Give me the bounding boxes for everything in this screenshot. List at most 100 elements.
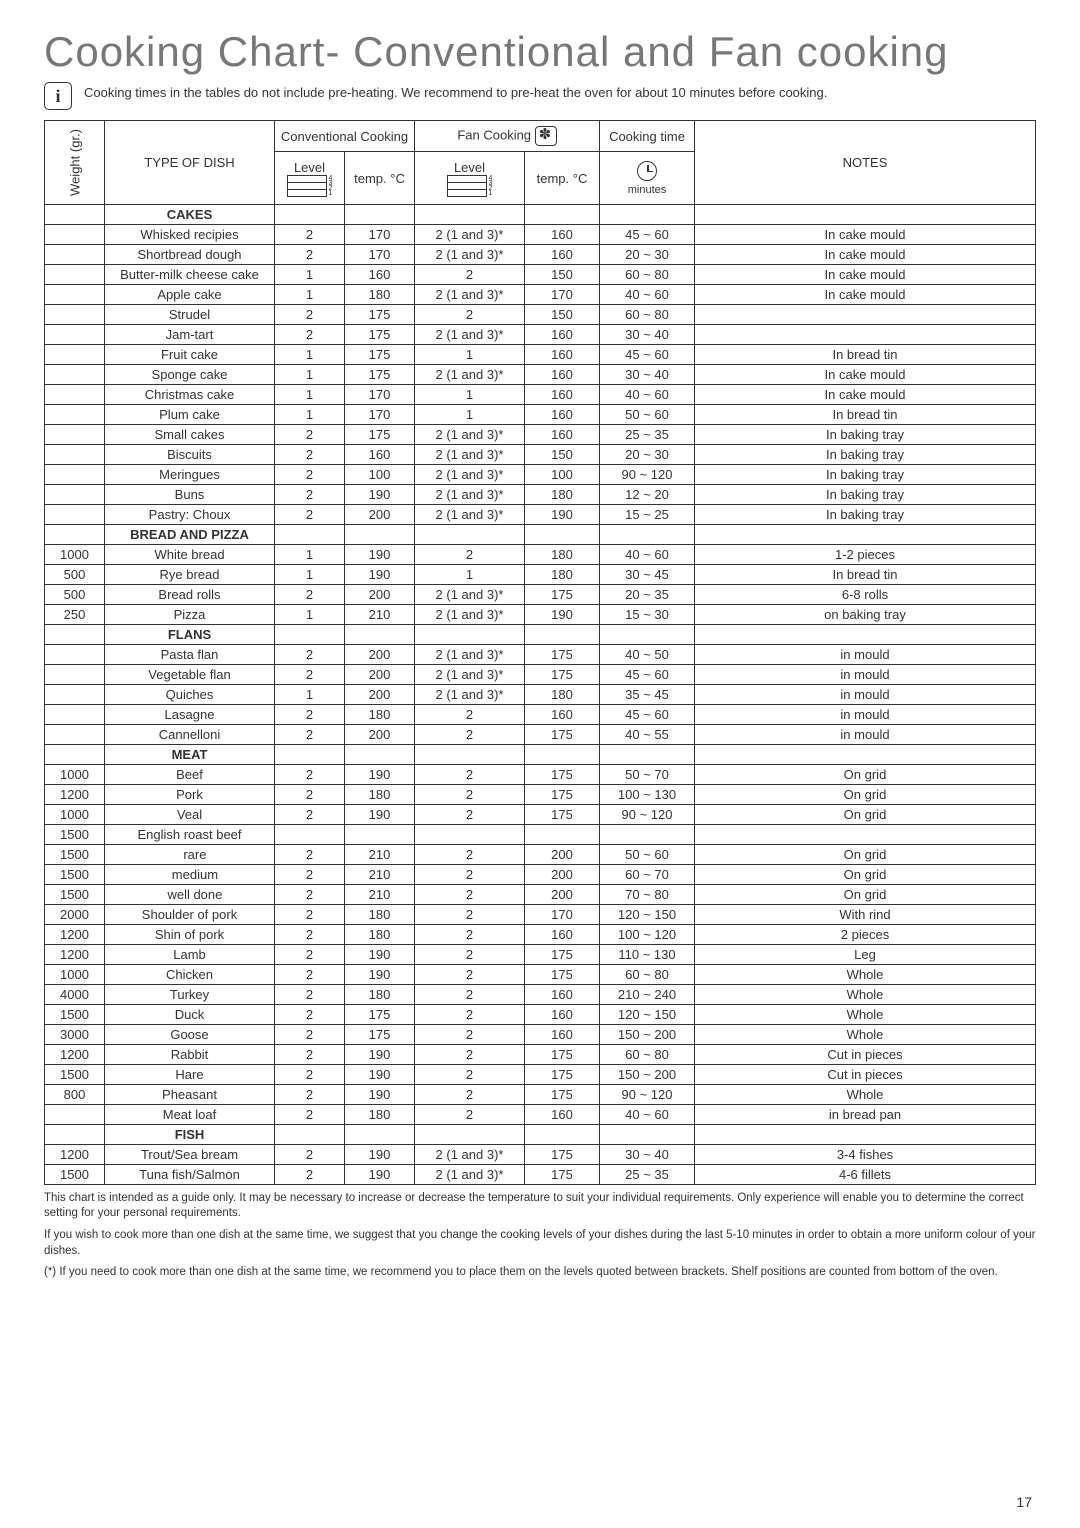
cell-dish: Pasta flan	[105, 644, 275, 664]
cell-time: 20 ~ 35	[600, 584, 695, 604]
cell-notes	[695, 824, 1036, 844]
cell-weight	[45, 484, 105, 504]
cell-fan-temp: 175	[525, 784, 600, 804]
oven-level-icon	[447, 175, 487, 197]
cell-dish: Strudel	[105, 304, 275, 324]
cell-conv-temp: 200	[345, 504, 415, 524]
cell-fan-temp: 160	[525, 324, 600, 344]
cell-dish: Meat loaf	[105, 1104, 275, 1124]
cell-conv-level: 2	[275, 584, 345, 604]
cell-fan-temp: 175	[525, 1144, 600, 1164]
cell-fan-temp: 150	[525, 444, 600, 464]
cell-fan-temp: 160	[525, 344, 600, 364]
cell-notes: On grid	[695, 764, 1036, 784]
cell-notes: 2 pieces	[695, 924, 1036, 944]
cell-fan-temp: 150	[525, 304, 600, 324]
table-row: Shortbread dough21702 (1 and 3)*16020 ~ …	[45, 244, 1036, 264]
cell-fan-temp: 175	[525, 724, 600, 744]
cell-fan-temp: 200	[525, 844, 600, 864]
cell-conv-temp: 180	[345, 924, 415, 944]
cell-time: 100 ~ 120	[600, 924, 695, 944]
section-title: MEAT	[105, 744, 275, 764]
cell-notes	[695, 304, 1036, 324]
cell-time: 20 ~ 30	[600, 444, 695, 464]
cell-conv-level: 1	[275, 284, 345, 304]
cell-conv-temp: 180	[345, 784, 415, 804]
cell-time: 35 ~ 45	[600, 684, 695, 704]
cell-time: 25 ~ 35	[600, 1164, 695, 1184]
cell-notes: 3-4 fishes	[695, 1144, 1036, 1164]
col-fan: Fan Cooking	[415, 121, 600, 152]
cell-notes: in mould	[695, 684, 1036, 704]
cell-notes: in bread pan	[695, 1104, 1036, 1124]
cell-fan-level: 2 (1 and 3)*	[415, 1144, 525, 1164]
cell-dish: Goose	[105, 1024, 275, 1044]
cell-conv-level: 2	[275, 1084, 345, 1104]
table-row: 800Pheasant2190217590 ~ 120Whole	[45, 1084, 1036, 1104]
cell-time: 20 ~ 30	[600, 244, 695, 264]
cell-time: 110 ~ 130	[600, 944, 695, 964]
cell-conv-temp: 190	[345, 1164, 415, 1184]
cell-time: 30 ~ 40	[600, 324, 695, 344]
cell-dish: Fruit cake	[105, 344, 275, 364]
cell-weight: 1200	[45, 784, 105, 804]
cell-time: 40 ~ 60	[600, 284, 695, 304]
cell-conv-level: 2	[275, 1164, 345, 1184]
cell-conv-temp: 175	[345, 304, 415, 324]
cell-fan-temp: 170	[525, 284, 600, 304]
cell-fan-temp: 200	[525, 884, 600, 904]
cell-conv-temp: 190	[345, 564, 415, 584]
cell-notes: On grid	[695, 804, 1036, 824]
cell-weight: 3000	[45, 1024, 105, 1044]
cell-fan-level	[415, 824, 525, 844]
cell-fan-level: 2	[415, 304, 525, 324]
cell-conv-temp: 100	[345, 464, 415, 484]
cell-fan-temp: 175	[525, 1164, 600, 1184]
table-row: Pasta flan22002 (1 and 3)*17540 ~ 50in m…	[45, 644, 1036, 664]
table-row: Jam-tart21752 (1 and 3)*16030 ~ 40	[45, 324, 1036, 344]
cell-conv-level: 2	[275, 884, 345, 904]
cell-fan-temp: 175	[525, 664, 600, 684]
cell-conv-temp: 200	[345, 584, 415, 604]
table-row: Butter-milk cheese cake1160215060 ~ 80In…	[45, 264, 1036, 284]
cell-dish: Shortbread dough	[105, 244, 275, 264]
cell-notes: In bread tin	[695, 404, 1036, 424]
cell-notes: 1-2 pieces	[695, 544, 1036, 564]
cell-conv-level: 2	[275, 1064, 345, 1084]
cell-fan-level: 2	[415, 844, 525, 864]
cell-fan-level: 2	[415, 264, 525, 284]
cell-conv-level: 1	[275, 364, 345, 384]
cell-conv-temp: 210	[345, 604, 415, 624]
cell-notes: On grid	[695, 844, 1036, 864]
cell-time: 45 ~ 60	[600, 344, 695, 364]
cell-conv-level: 2	[275, 324, 345, 344]
cell-fan-temp: 175	[525, 1044, 600, 1064]
cell-fan-level: 2 (1 and 3)*	[415, 664, 525, 684]
table-row: 1000White bread1190218040 ~ 601-2 pieces	[45, 544, 1036, 564]
cell-notes: On grid	[695, 884, 1036, 904]
cell-weight: 1200	[45, 1144, 105, 1164]
cell-fan-temp: 175	[525, 1084, 600, 1104]
cell-time: 40 ~ 60	[600, 1104, 695, 1124]
cell-dish: rare	[105, 844, 275, 864]
cell-notes: In cake mould	[695, 364, 1036, 384]
table-row: 4000Turkey21802160210 ~ 240Whole	[45, 984, 1036, 1004]
page-number: 17	[1016, 1494, 1032, 1510]
cell-time: 90 ~ 120	[600, 804, 695, 824]
cell-conv-level: 2	[275, 844, 345, 864]
cell-weight: 1500	[45, 1004, 105, 1024]
cell-notes: In baking tray	[695, 464, 1036, 484]
cell-fan-level: 2 (1 and 3)*	[415, 424, 525, 444]
cell-dish: Cannelloni	[105, 724, 275, 744]
cell-dish: White bread	[105, 544, 275, 564]
oven-level-icon	[287, 175, 327, 197]
table-row: 1500Duck21752160120 ~ 150Whole	[45, 1004, 1036, 1024]
cooking-table: Weight (gr.) TYPE OF DISH Conventional C…	[44, 120, 1036, 1185]
cell-notes: Whole	[695, 1004, 1036, 1024]
cell-weight	[45, 444, 105, 464]
cell-conv-level: 1	[275, 344, 345, 364]
table-row: 1200Pork21802175100 ~ 130On grid	[45, 784, 1036, 804]
cell-dish: well done	[105, 884, 275, 904]
cell-fan-level: 2 (1 and 3)*	[415, 224, 525, 244]
cell-conv-temp: 175	[345, 344, 415, 364]
